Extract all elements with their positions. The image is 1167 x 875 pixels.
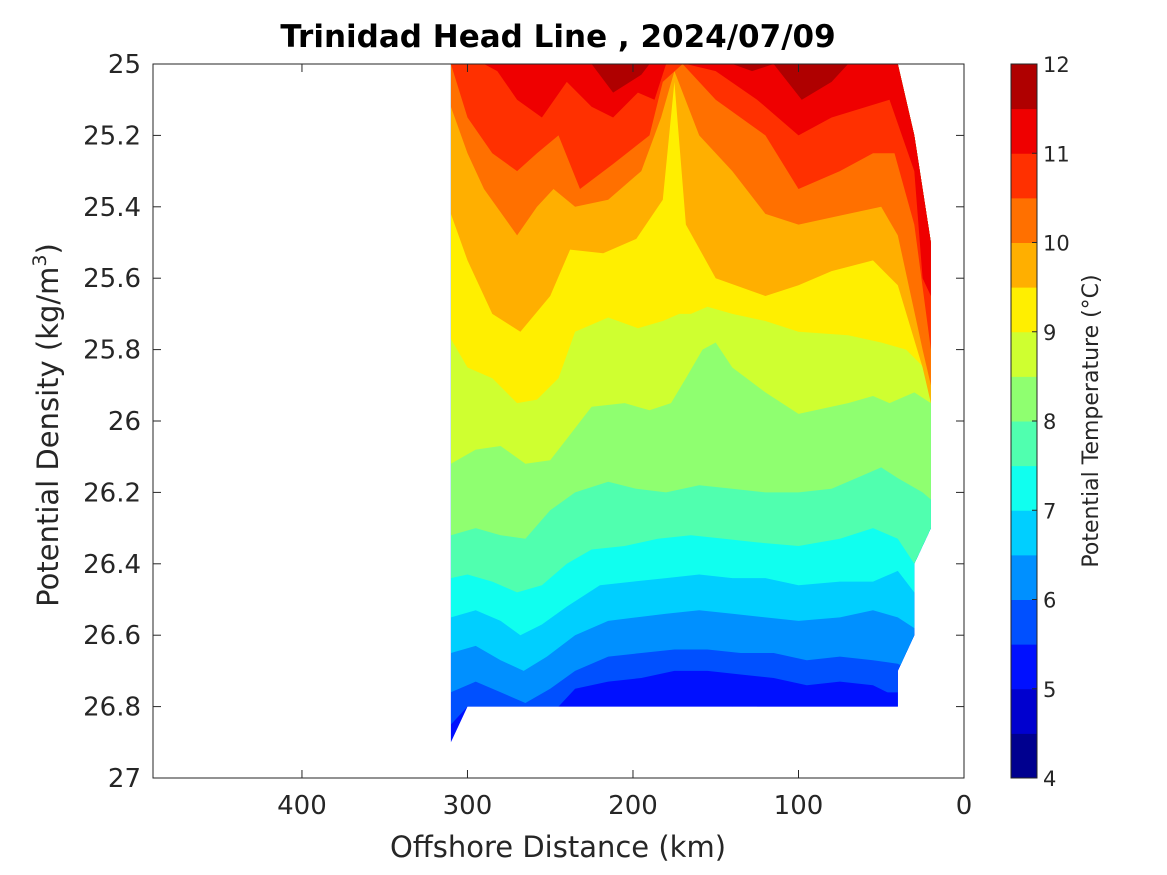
colorbar-tick-label: 12 [1043, 53, 1070, 77]
colorbar-segment [1011, 510, 1037, 556]
y-axis-label: Potential Density (kg/m3) [29, 243, 65, 607]
y-tick-label: 25.8 [83, 336, 141, 366]
x-tick-label: 300 [443, 791, 493, 821]
contour-band-10.5 [450, 64, 931, 350]
colorbar [1011, 64, 1037, 779]
y-tick-label: 26.8 [83, 693, 141, 723]
y-axis-label-end: ) [31, 243, 65, 254]
colorbar-segment [1011, 331, 1037, 377]
x-axis-ticks: 400 300 200 100 0 [277, 64, 972, 821]
colorbar-tick-label: 11 [1043, 142, 1070, 166]
colorbar-segment [1011, 64, 1037, 110]
y-tick-label: 26.2 [83, 478, 141, 508]
colorbar-segment [1011, 421, 1037, 467]
colorbar-segment [1011, 599, 1037, 645]
colorbar-tick-label: 6 [1043, 589, 1056, 613]
contour-fills [450, 64, 931, 743]
y-axis-label-base: Potential Density (kg/m [31, 267, 65, 607]
colorbar-tick-label: 5 [1043, 678, 1056, 702]
colorbar-tick-label: 4 [1043, 767, 1056, 791]
y-tick-label: 26.4 [83, 550, 141, 580]
colorbar-label: Potential Temperature (°C) [1079, 274, 1104, 567]
colorbar-segment [1011, 554, 1037, 600]
y-tick-label: 27 [108, 764, 141, 794]
colorbar-tick-label: 7 [1043, 499, 1056, 523]
x-tick-label: 0 [956, 791, 973, 821]
colorbar-ticks: 4 5 6 7 8 9 10 11 12 [1032, 53, 1070, 791]
contour-band-5 [558, 692, 898, 707]
y-tick-label: 26 [108, 407, 141, 437]
chart-title: Trinidad Head Line , 2024/07/09 [280, 19, 835, 55]
colorbar-segment [1011, 376, 1037, 422]
colorbar-segment [1011, 108, 1037, 154]
y-tick-label: 25 [108, 50, 141, 80]
y-axis-label-superscript: 3 [29, 254, 51, 266]
y-axis-ticks: 25 25.2 25.4 25.6 25.8 26 26.2 26.4 26.6 26.8 27 [83, 50, 964, 794]
colorbar-segment [1011, 644, 1037, 690]
y-tick-label: 25.4 [83, 193, 141, 223]
x-axis-label: Offshore Distance (km) [390, 830, 726, 864]
y-tick-label: 25.2 [83, 121, 141, 151]
colorbar-segment [1011, 733, 1037, 779]
contour-band-12 [732, 64, 931, 100]
colorbar-segment [1011, 197, 1037, 243]
x-tick-label: 100 [774, 791, 824, 821]
colorbar-segment [1011, 242, 1037, 288]
x-tick-label: 400 [277, 791, 327, 821]
colorbar-segment [1011, 287, 1037, 333]
x-tick-label: 200 [608, 791, 658, 821]
colorbar-tick-label: 9 [1043, 321, 1056, 345]
colorbar-segment [1011, 153, 1037, 199]
colorbar-segment [1011, 688, 1037, 734]
colorbar-tick-label: 10 [1043, 232, 1070, 256]
colorbar-segment [1011, 465, 1037, 511]
colorbar-tick-label: 8 [1043, 410, 1056, 434]
y-tick-label: 26.6 [83, 621, 141, 651]
y-tick-label: 25.6 [83, 264, 141, 294]
